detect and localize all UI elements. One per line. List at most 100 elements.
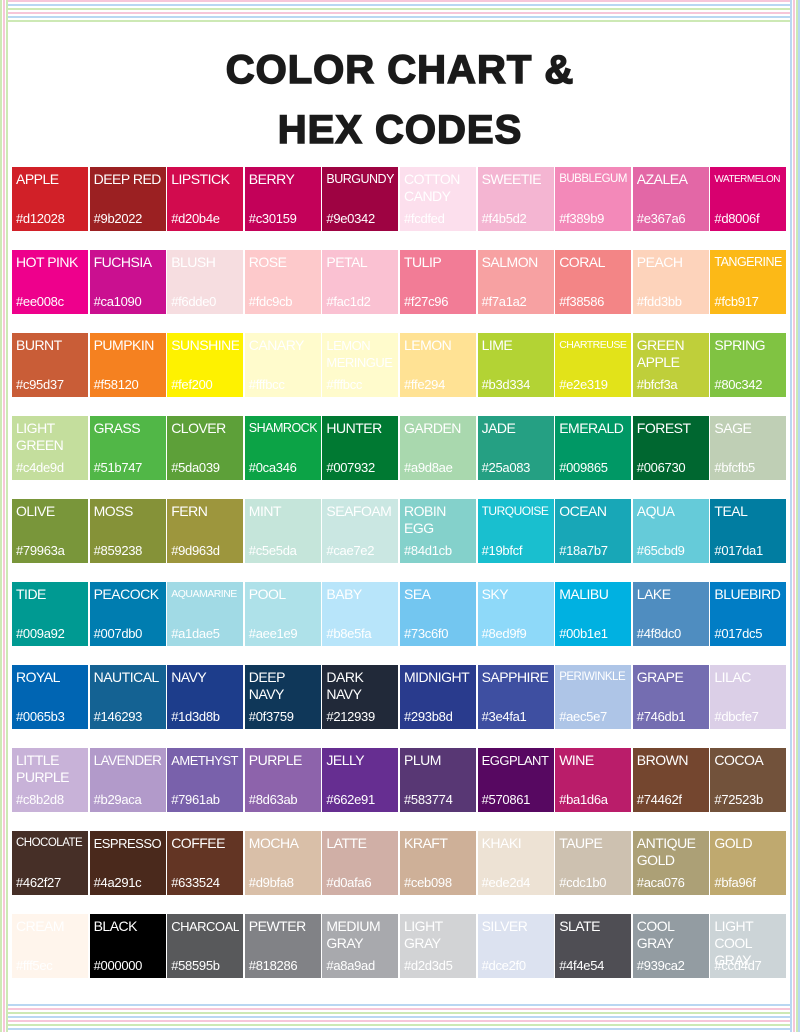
hex-code: #009865 xyxy=(559,460,608,475)
swatch: BURNT #c95d37 xyxy=(12,333,88,397)
swatch: SKY #8ed9f9 xyxy=(477,582,554,646)
swatch: BERRY #c30159 xyxy=(244,167,321,231)
swatch: MOSS #859238 xyxy=(89,499,166,563)
swatch: GRASS #51b747 xyxy=(89,416,166,480)
swatch: TANGERINE #fcb917 xyxy=(710,250,787,314)
hex-code: #000000 xyxy=(93,958,143,973)
hex-code: #4f4e54 xyxy=(559,958,605,973)
color-name: DEEP NAVY xyxy=(248,669,285,702)
swatch: SUNSHINE #fef200 xyxy=(167,333,244,397)
color-name: TURQUOISE xyxy=(481,504,549,518)
hex-code: #bfa96f xyxy=(714,875,756,890)
color-name: BLUSH xyxy=(171,254,216,270)
border-bottom xyxy=(0,1004,800,1032)
swatch: CORAL #f38586 xyxy=(555,250,632,314)
color-name: CHARCOAL xyxy=(171,919,240,934)
color-name: SILVER xyxy=(481,918,528,934)
hex-code: #ccd4d7 xyxy=(714,958,762,973)
swatch: DEEP RED #9b2022 xyxy=(89,167,166,231)
hex-code: #fdc9cb xyxy=(248,294,293,309)
hex-code: #dce2f0 xyxy=(481,958,526,973)
color-name: PEACOCK xyxy=(93,586,159,602)
color-name: MOSS xyxy=(93,503,134,519)
swatch: CHARCOAL #58595b xyxy=(167,914,244,978)
color-name: KRAFT xyxy=(404,835,448,851)
hex-code: #fff5ec xyxy=(16,958,53,973)
border-right xyxy=(790,0,800,1032)
hex-code: #9d963d xyxy=(171,543,220,558)
color-name: PEWTER xyxy=(248,918,306,934)
color-name: ESPRESSO xyxy=(93,836,162,851)
hex-code: #8d63ab xyxy=(248,792,298,807)
swatch: PERIWINKLE #aec5e7 xyxy=(555,665,632,729)
color-name: AQUAMARINE xyxy=(171,588,237,600)
hex-code: #818286 xyxy=(248,958,298,973)
hex-code: #006730 xyxy=(636,460,686,475)
hex-code: #f7a1a2 xyxy=(481,294,527,309)
hex-code: #3e4fa1 xyxy=(481,709,527,724)
hex-code: #f38586 xyxy=(559,294,605,309)
swatch: LEMON MERINGUE #fffbcc xyxy=(322,333,399,397)
color-name: TULIP xyxy=(404,254,442,270)
border-left xyxy=(0,0,8,1032)
hex-code: #dbcfe7 xyxy=(714,709,759,724)
color-name: MOCHA xyxy=(248,835,299,851)
hex-code: #fcdfed xyxy=(404,211,445,226)
swatch: WATERMELON #d8006f xyxy=(710,167,787,231)
color-name: FERN xyxy=(171,503,208,519)
color-name: SPRING xyxy=(714,337,766,353)
color-name: COCOA xyxy=(714,752,764,768)
swatch: SWEETIE #f4b5d2 xyxy=(477,167,554,231)
hex-code: #b29aca xyxy=(93,792,142,807)
hex-code: #bfcf3a xyxy=(636,377,678,392)
color-name: FOREST xyxy=(636,420,691,436)
swatch: MIDNIGHT #293b8d xyxy=(400,665,476,729)
swatch: CANARY #fffbcc xyxy=(244,333,321,397)
swatch: LAVENDER #b29aca xyxy=(89,748,166,812)
color-name: TIDE xyxy=(16,586,46,602)
hex-code: #c95d37 xyxy=(16,377,64,392)
hex-code: #c4de9d xyxy=(16,460,64,475)
color-name: MALIBU xyxy=(559,586,609,602)
color-name: COTTON CANDY xyxy=(404,171,460,204)
hex-code: #f389b9 xyxy=(559,211,605,226)
hex-code: #9b2022 xyxy=(93,211,143,226)
color-name: EGGPLANT xyxy=(481,753,549,768)
hex-code: #fcb917 xyxy=(714,294,759,309)
swatch: EGGPLANT #570861 xyxy=(477,748,554,812)
swatch: WINE #ba1d6a xyxy=(555,748,632,812)
swatch: NAUTICAL #146293 xyxy=(89,665,166,729)
swatch: LILAC #dbcfe7 xyxy=(710,665,787,729)
hex-code: #d20b4e xyxy=(171,211,220,226)
color-name: SEAFOAM xyxy=(326,503,392,519)
hex-code: #212939 xyxy=(326,709,375,724)
hex-code: #fac1d2 xyxy=(326,294,371,309)
color-name: MEDIUM GRAY xyxy=(326,918,381,951)
color-name: SWEETIE xyxy=(481,171,542,187)
swatch: PETAL #fac1d2 xyxy=(322,250,399,314)
swatch: COCOA #72523b xyxy=(710,748,787,812)
color-name: LIGHT GRAY xyxy=(404,918,443,951)
color-name: BURGUNDY xyxy=(326,172,394,186)
hex-code: #58595b xyxy=(171,958,220,973)
swatch: ESPRESSO #4a291c xyxy=(89,831,166,895)
color-name: MINT xyxy=(248,503,282,519)
color-name: TANGERINE xyxy=(714,255,782,269)
swatch: TURQUOISE #19bfcf xyxy=(477,499,554,563)
hex-code: #859238 xyxy=(93,543,143,558)
hex-code: #18a7b7 xyxy=(559,543,608,558)
swatch: MALIBU #00b1e1 xyxy=(555,582,632,646)
swatch: BROWN #74462f xyxy=(632,748,709,812)
hex-code: #0065b3 xyxy=(16,709,65,724)
color-name: COOL GRAY xyxy=(636,918,675,951)
swatch: OCEAN #18a7b7 xyxy=(555,499,632,563)
swatch: APPLE #d12028 xyxy=(12,167,88,231)
color-name: ROYAL xyxy=(16,669,60,685)
swatch: COFFEE #633524 xyxy=(167,831,244,895)
swatch: PURPLE #8d63ab xyxy=(244,748,321,812)
color-name: FUCHSIA xyxy=(93,254,152,270)
hex-code: #583774 xyxy=(404,792,453,807)
swatch: PUMPKIN #f58120 xyxy=(89,333,166,397)
hex-code: #bfcfb5 xyxy=(714,460,755,475)
swatch: LIGHT GRAY #d2d3d5 xyxy=(400,914,476,978)
